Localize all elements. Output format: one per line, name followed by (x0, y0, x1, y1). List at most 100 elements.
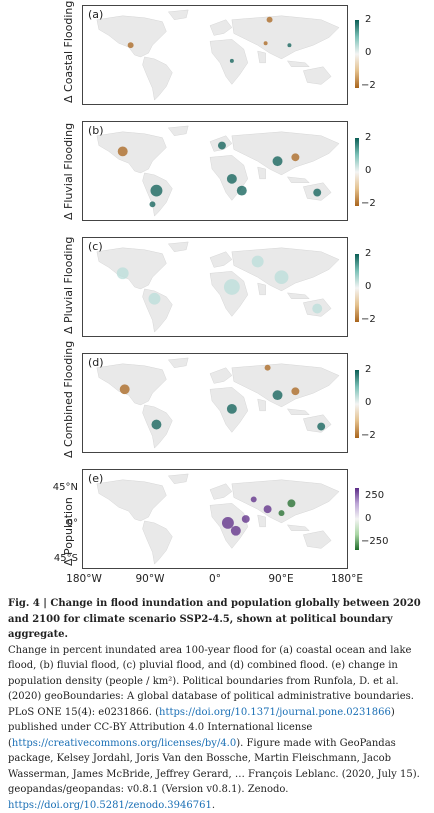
caption-title: Fig. 4 | Change in flood inundation and … (8, 598, 421, 640)
landmass (231, 15, 340, 60)
landmass (303, 530, 332, 549)
change-region (229, 58, 234, 63)
landmass (209, 39, 248, 85)
landmass (303, 414, 332, 433)
license-link[interactable]: https://creativecommons.org/licenses/by/… (11, 737, 237, 749)
panel-a-map: (a) (82, 5, 348, 105)
change-region (230, 525, 241, 536)
doi-link-zenodo[interactable]: https://doi.org/10.5281/zenodo.3946761 (8, 799, 212, 811)
world-map (96, 473, 340, 565)
lon-tick: 90°W (135, 573, 165, 585)
landmass (287, 408, 310, 415)
panel-d-map: (d) (82, 353, 348, 453)
landmass (209, 19, 233, 36)
panel-b-map: (b) (82, 121, 348, 221)
panel-letter: (b) (88, 124, 104, 137)
lat-tick: 45°N (52, 482, 78, 493)
landmass (167, 473, 189, 484)
lat-tick: 45°S (53, 553, 78, 564)
change-region (317, 422, 326, 431)
landmass (257, 282, 266, 296)
change-region (151, 419, 162, 430)
ylabel-combined: Δ Combined Flooding (62, 340, 75, 458)
landmass (231, 131, 340, 176)
change-region (313, 188, 322, 197)
cbar-tick: 2 (365, 248, 372, 259)
colorbar-c (355, 254, 359, 322)
change-region (241, 515, 250, 523)
caption-body: ) published under CC-BY Attribution 4.0 … (8, 706, 395, 749)
colorbar-a (355, 20, 359, 88)
change-region (127, 42, 134, 49)
landmass (231, 247, 340, 292)
panel-letter: (d) (88, 356, 104, 369)
cbar-tick: −250 (361, 536, 389, 547)
cbar-tick: 0 (365, 165, 372, 176)
landmass (167, 357, 189, 368)
change-region (264, 364, 271, 371)
cbar-tick: −2 (361, 314, 376, 325)
ylabel-coastal: Δ Coastal Flooding (62, 0, 75, 103)
change-region (312, 303, 323, 314)
change-region (263, 41, 268, 46)
change-region (291, 153, 300, 162)
lon-tick: 180°W (66, 573, 102, 585)
panel-letter: (e) (88, 472, 104, 485)
change-region (148, 292, 161, 305)
landmass (287, 60, 310, 67)
change-region (236, 185, 247, 196)
landmass (96, 15, 167, 58)
change-region (221, 517, 234, 529)
cbar-tick: 250 (365, 490, 385, 501)
change-region (274, 270, 289, 285)
cbar-tick: 0 (365, 281, 372, 292)
change-region (287, 43, 292, 48)
change-region (150, 184, 163, 197)
landmass (142, 56, 173, 101)
cbar-tick: −2 (361, 430, 376, 441)
landmass (303, 66, 332, 85)
change-region (272, 390, 283, 401)
landmass (142, 520, 173, 565)
change-region (251, 255, 264, 268)
lon-tick: 0° (209, 573, 221, 585)
change-region (117, 146, 128, 157)
colorbar-d (355, 370, 359, 438)
change-region (263, 505, 272, 514)
change-region (116, 267, 129, 280)
caption-body: Change in percent inundated area 100-yea… (8, 644, 414, 718)
landmass (257, 514, 266, 528)
landmass (257, 398, 266, 412)
change-region (287, 499, 296, 508)
world-map (96, 241, 340, 333)
world-map (96, 9, 340, 101)
landmass (257, 166, 266, 180)
cbar-tick: 2 (365, 364, 372, 375)
ylabel-fluvial: Δ Fluvial Flooding (62, 122, 75, 220)
landmass (96, 363, 167, 406)
change-region (226, 403, 237, 414)
change-region (278, 510, 285, 517)
colorbar-b (355, 138, 359, 206)
cbar-tick: 0 (365, 397, 372, 408)
cbar-tick: 2 (365, 14, 372, 25)
cbar-tick: 2 (365, 132, 372, 143)
panel-e-map: (e) (82, 469, 348, 569)
landmass (167, 125, 189, 136)
change-region (149, 201, 156, 208)
landmass (287, 292, 310, 299)
landmass (209, 483, 233, 500)
ylabel-pluvial: Δ Pluvial Flooding (62, 236, 75, 334)
caption-body: . (211, 799, 216, 811)
lon-tick: 180°E (331, 573, 363, 585)
change-region (266, 16, 273, 23)
landmass (96, 247, 167, 290)
doi-link-plos[interactable]: https://doi.org/10.1371/journal.pone.023… (159, 706, 391, 718)
landmass (257, 50, 266, 64)
panel-letter: (a) (88, 8, 104, 21)
landmass (209, 367, 233, 384)
panel-c-map: (c) (82, 237, 348, 337)
cbar-tick: −2 (361, 198, 376, 209)
landmass (167, 241, 189, 252)
lat-ticks: 45°N 0° 45°S (40, 482, 78, 564)
